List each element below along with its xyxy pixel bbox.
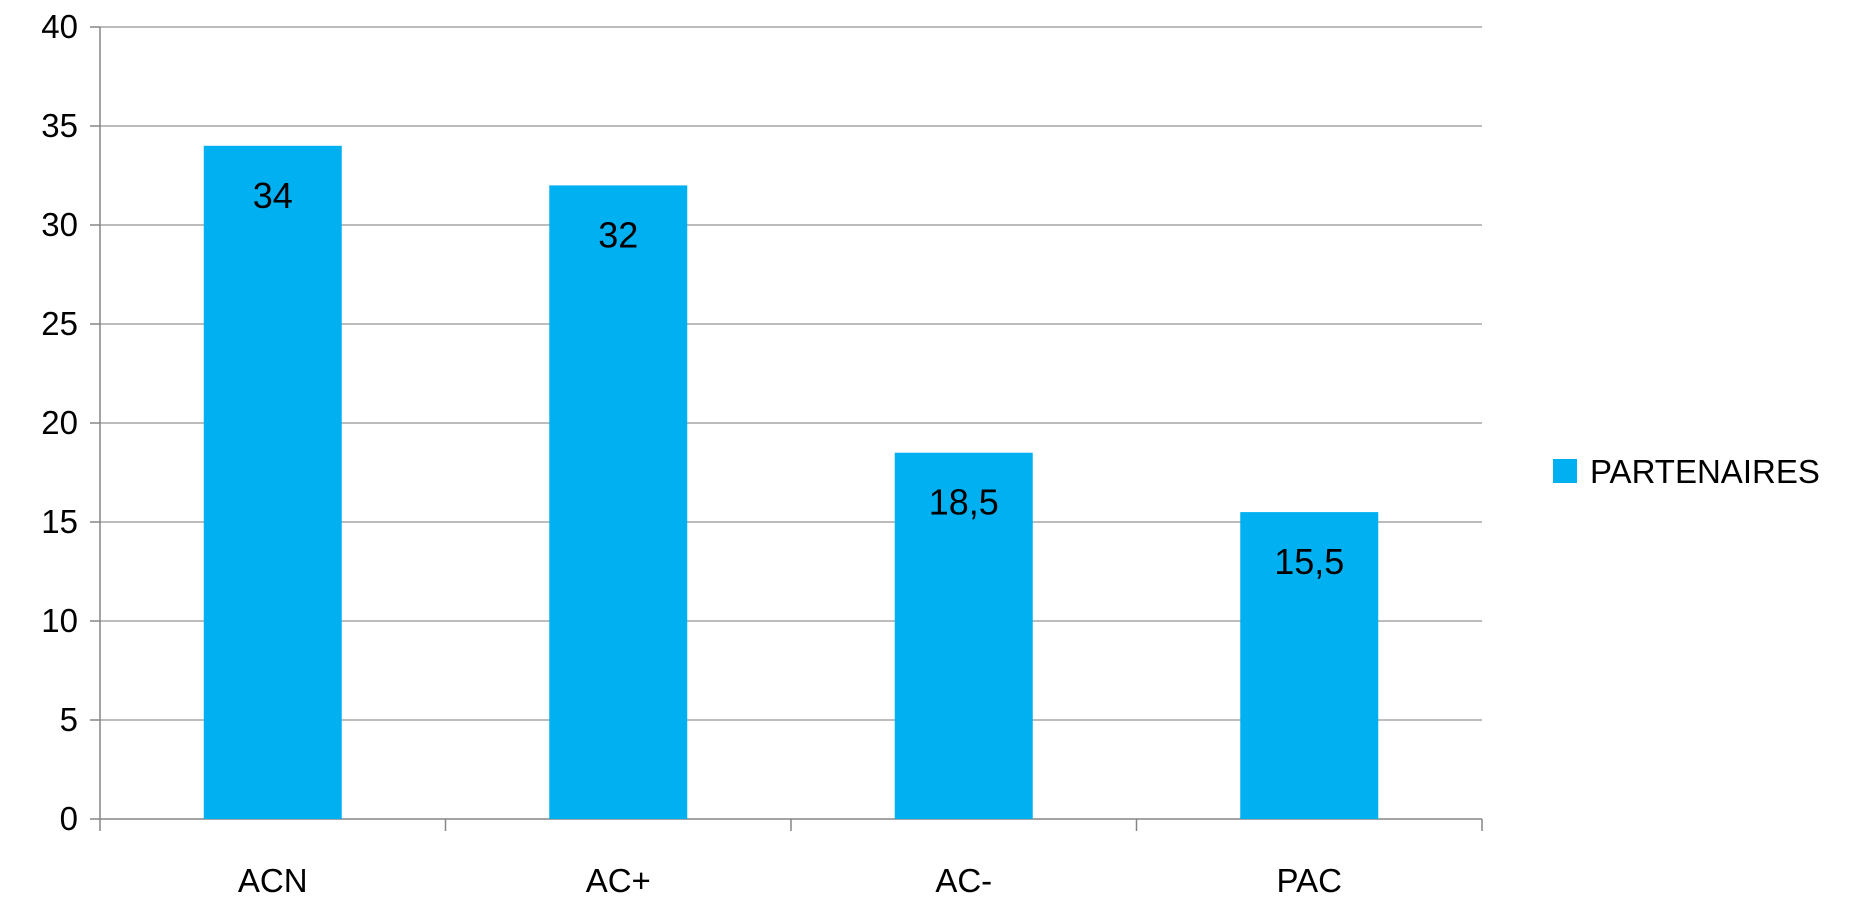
y-tick-label: 15 xyxy=(41,503,78,540)
legend: PARTENAIRES xyxy=(1553,453,1820,490)
data-label: 32 xyxy=(598,214,638,255)
y-tick-label: 5 xyxy=(60,701,78,738)
data-label: 34 xyxy=(253,175,293,216)
bar-acminus xyxy=(894,452,1033,819)
data-label: 18,5 xyxy=(929,482,999,523)
x-tick-label: AC+ xyxy=(586,862,651,899)
y-tick-label: 35 xyxy=(41,107,78,144)
y-tick-label: 40 xyxy=(41,8,78,45)
x-axis-tick-labels: ACN AC+ AC- PAC xyxy=(238,862,1342,899)
y-tick-label: 10 xyxy=(41,602,78,639)
x-tick-label: ACN xyxy=(238,862,308,899)
data-label: 15,5 xyxy=(1274,541,1344,582)
legend-swatch-partenaires xyxy=(1553,459,1577,483)
y-tick-label: 30 xyxy=(41,206,78,243)
bar-acplus xyxy=(549,185,688,819)
x-tick-label: AC- xyxy=(935,862,992,899)
y-tick-label: 0 xyxy=(60,800,78,837)
y-tick-label: 25 xyxy=(41,305,78,342)
legend-label-partenaires: PARTENAIRES xyxy=(1590,453,1820,490)
bar-pac xyxy=(1240,512,1379,819)
bars xyxy=(203,145,1379,820)
y-tick-label: 20 xyxy=(41,404,78,441)
bar-acn xyxy=(203,145,342,820)
x-tick-label: PAC xyxy=(1277,862,1342,899)
y-axis-tick-labels: 0 5 10 15 20 25 30 35 40 xyxy=(41,8,78,837)
data-labels: 34 32 18,5 15,5 xyxy=(253,175,1345,582)
